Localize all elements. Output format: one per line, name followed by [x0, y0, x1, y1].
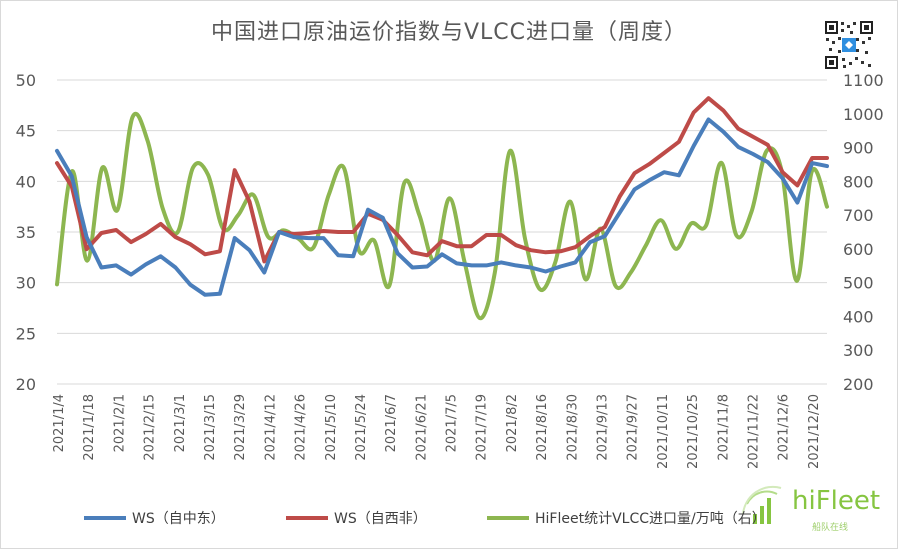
x-tick-label: 2021/10/25	[686, 394, 701, 469]
y-right-tick-label: 300	[843, 341, 874, 360]
y-left-tick-label: 35	[16, 223, 36, 242]
hifleet-logo-subtext: 船队在线	[812, 523, 849, 533]
x-tick-label: 2021/6/21	[414, 394, 429, 461]
y-right-tick-label: 600	[843, 240, 874, 259]
chart-title: 中国进口原油运价指数与VLCC进口量（周度）	[210, 20, 688, 45]
x-tick-label: 2021/9/13	[596, 394, 611, 461]
legend-swatch-vlcc-volume	[487, 516, 529, 520]
x-tick-label: 2021/4/12	[263, 394, 278, 461]
x-tick-label: 2021/7/19	[475, 394, 490, 461]
x-tick-label: 2021/5/10	[324, 394, 339, 461]
x-tick-label: 2021/3/15	[203, 394, 218, 461]
x-tick-label: 2021/1/18	[82, 394, 97, 461]
x-tick-label: 2021/3/29	[233, 394, 248, 461]
x-tick-label: 2021/2/15	[143, 394, 158, 461]
series-line-1	[55, 96, 829, 264]
legend-label-ws-west-africa: WS（自西非）	[334, 511, 427, 527]
legend-item-ws-west-africa: WS（自西非）	[286, 509, 427, 527]
legend-label-ws-middle-east: WS（自中东）	[132, 511, 225, 527]
x-tick-label: 2021/9/27	[626, 394, 641, 461]
x-tick-label: 2021/8/30	[565, 394, 580, 461]
y-right-tick-label: 400	[843, 307, 874, 326]
x-tick-label: 2021/7/5	[445, 394, 460, 452]
y-right-tick-label: 1100	[843, 71, 884, 90]
x-tick-label: 2021/8/2	[505, 394, 520, 452]
y-left-tick-label: 45	[16, 122, 36, 141]
x-tick-label: 2021/5/24	[354, 394, 369, 461]
x-tick-label: 2021/11/8	[716, 394, 731, 461]
x-tick-label: 2021/3/1	[173, 394, 188, 452]
y-right-tick-label: 800	[843, 172, 874, 191]
y-right-tick-label: 900	[843, 139, 874, 158]
x-tick-label: 2021/8/16	[535, 394, 550, 461]
qr-code	[824, 20, 874, 70]
y-right-tick-label: 200	[843, 375, 874, 394]
y-left-tick-label: 25	[16, 324, 36, 343]
series-line-0	[55, 117, 829, 297]
x-tick-label: 2021/2/1	[112, 394, 127, 452]
legend-swatch-ws-middle-east	[84, 516, 126, 520]
y-right-tick-label: 500	[843, 274, 874, 293]
series-line-2	[55, 111, 829, 321]
legend-item-ws-middle-east: WS（自中东）	[84, 509, 225, 527]
hifleet-logo-text: hiFleet	[792, 486, 881, 516]
x-tick-label: 2021/10/11	[656, 394, 671, 469]
legend-swatch-ws-west-africa	[286, 516, 328, 520]
y-right-tick-label: 700	[843, 206, 874, 225]
x-tick-label: 2021/12/20	[807, 394, 822, 469]
x-tick-label: 2021/12/6	[777, 394, 792, 461]
y-left-tick-label: 30	[16, 274, 36, 293]
y-left-tick-label: 40	[16, 172, 36, 191]
legend-label-vlcc-volume: HiFleet统计VLCC进口量/万吨（右）	[535, 511, 766, 527]
legend-item-vlcc-volume: HiFleet统计VLCC进口量/万吨（右）	[487, 509, 766, 527]
hifleet-logo-icon	[742, 485, 782, 524]
x-tick-label: 2021/1/4	[52, 394, 67, 452]
x-tick-label: 2021/6/7	[384, 394, 399, 452]
x-tick-label: 2021/11/22	[747, 394, 762, 469]
y-left-tick-label: 20	[16, 375, 36, 394]
y-right-tick-label: 1000	[843, 105, 884, 124]
y-left-tick-label: 50	[16, 71, 36, 90]
x-tick-label: 2021/4/26	[294, 394, 309, 461]
